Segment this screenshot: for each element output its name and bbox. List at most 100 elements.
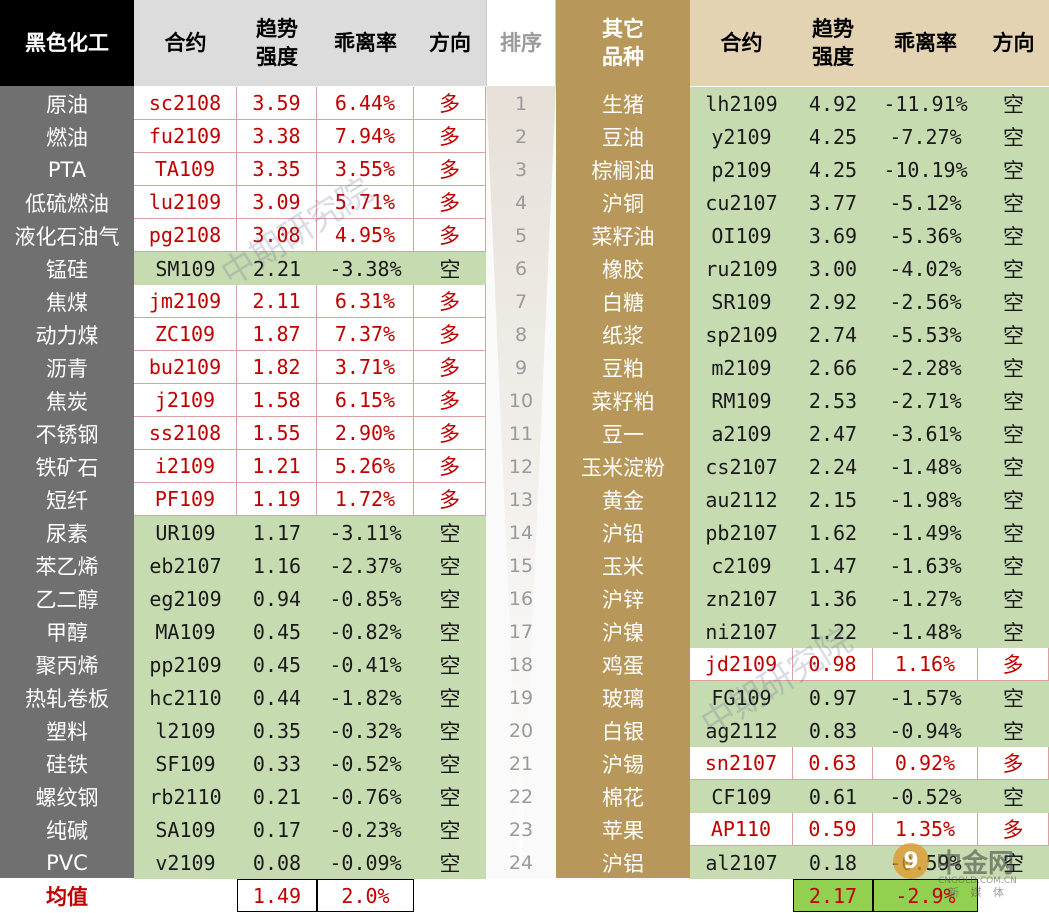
right-contract: ag2112 <box>690 714 793 747</box>
right-category-name: 苹果 <box>602 818 644 843</box>
left-trend: 1.21 <box>237 450 317 483</box>
average-left-trend: 1.49 <box>237 879 317 912</box>
right-direction: 空 <box>978 186 1049 219</box>
left-deviation: 3.71% <box>317 351 414 384</box>
left-trend: 0.35 <box>237 714 317 747</box>
left-direction: 空 <box>414 648 486 681</box>
left-category-name: PTA <box>47 157 87 182</box>
rank-triangle <box>486 86 556 878</box>
left-direction: 多 <box>414 285 486 318</box>
right-deviation: -11.91% <box>873 87 978 120</box>
left-category-name: 动力煤 <box>35 323 99 348</box>
right-trend: 2.15 <box>793 483 873 516</box>
left-deviation: 6.44% <box>317 87 414 120</box>
right-deviation: -2.56% <box>873 285 978 318</box>
right-category-name: 沪铝 <box>602 851 644 876</box>
left-trend: 1.55 <box>237 417 317 450</box>
right-direction: 空 <box>978 285 1049 318</box>
left-contract: SM109 <box>134 252 237 285</box>
left-deviation: -3.38% <box>317 252 414 285</box>
logo-tag: 新 媒 体 <box>948 886 1008 899</box>
rank-number: 9 <box>514 356 528 379</box>
right-contract: ni2107 <box>690 615 793 648</box>
left-direction: 空 <box>414 549 486 582</box>
header-right-category: 其它 品种 <box>556 0 690 86</box>
left-contract: bu2109 <box>134 351 237 384</box>
left-category-name: 不锈钢 <box>35 422 99 447</box>
right-category-name: 鸡蛋 <box>602 653 644 678</box>
left-trend: 0.94 <box>237 582 317 615</box>
rank-number: 23 <box>508 818 534 841</box>
header-left-category: 黑色化工 <box>0 0 134 86</box>
right-deviation: -5.12% <box>873 186 978 219</box>
left-deviation: -0.23% <box>317 813 414 846</box>
left-contract: UR109 <box>134 516 237 549</box>
right-deviation: -1.48% <box>873 615 978 648</box>
right-trend: 0.83 <box>793 714 873 747</box>
right-trend: 2.92 <box>793 285 873 318</box>
right-trend: 2.53 <box>793 384 873 417</box>
right-trend: 2.66 <box>793 351 873 384</box>
right-contract: cu2107 <box>690 186 793 219</box>
left-category-name: 焦煤 <box>46 290 88 315</box>
right-category-name: 沪铜 <box>602 191 644 216</box>
left-deviation: -0.52% <box>317 747 414 780</box>
right-trend: 2.74 <box>793 318 873 351</box>
left-direction: 多 <box>414 417 486 450</box>
left-trend: 3.59 <box>237 87 317 120</box>
left-contract: PF109 <box>134 483 237 516</box>
left-deviation: -0.32% <box>317 714 414 747</box>
right-contract: zn2107 <box>690 582 793 615</box>
left-contract: SF109 <box>134 747 237 780</box>
right-trend: 0.97 <box>793 681 873 714</box>
right-direction: 多 <box>978 747 1049 780</box>
left-contract: pp2109 <box>134 648 237 681</box>
rank-number: 4 <box>514 191 528 214</box>
right-contract: au2112 <box>690 483 793 516</box>
left-contract: eg2109 <box>134 582 237 615</box>
rank-number: 3 <box>514 158 528 181</box>
right-deviation: -10.19% <box>873 153 978 186</box>
left-direction: 多 <box>414 384 486 417</box>
right-deviation: -2.71% <box>873 384 978 417</box>
left-direction: 空 <box>414 846 486 879</box>
right-category-name: 白糖 <box>602 290 644 315</box>
rank-number: 12 <box>508 455 534 478</box>
left-direction: 多 <box>414 186 486 219</box>
right-category-name: 沪铅 <box>602 521 644 546</box>
average-label: 均值 <box>46 884 88 909</box>
left-category-name: 聚丙烯 <box>35 653 99 678</box>
left-direction: 多 <box>414 219 486 252</box>
right-category-name: 棕榈油 <box>591 158 655 183</box>
left-deviation: -0.41% <box>317 648 414 681</box>
right-category-name: 沪镍 <box>602 620 644 645</box>
left-trend: 1.16 <box>237 549 317 582</box>
left-category-name: 液化石油气 <box>14 224 120 249</box>
rank-number: 17 <box>508 620 534 643</box>
left-trend: 3.38 <box>237 120 317 153</box>
right-category-name: 棉花 <box>602 785 644 810</box>
header-contract: 合约 <box>134 0 237 86</box>
left-trend: 0.17 <box>237 813 317 846</box>
left-trend: 1.82 <box>237 351 317 384</box>
right-category-column <box>556 86 690 878</box>
right-deviation: -0.52% <box>873 780 978 813</box>
left-contract: lu2109 <box>134 186 237 219</box>
right-deviation: -5.53% <box>873 318 978 351</box>
left-category-name: 原油 <box>46 92 88 117</box>
left-category-name: 苯乙烯 <box>35 554 99 579</box>
left-trend: 3.09 <box>237 186 317 219</box>
left-contract: eb2107 <box>134 549 237 582</box>
right-direction: 空 <box>978 153 1049 186</box>
right-deviation: -2.28% <box>873 351 978 384</box>
right-direction: 空 <box>978 318 1049 351</box>
right-category-name: 玻璃 <box>602 686 644 711</box>
right-contract: AP110 <box>690 813 793 846</box>
logo-name: 中金网 <box>936 849 1015 879</box>
rank-number: 24 <box>508 851 534 874</box>
left-deviation: -0.09% <box>317 846 414 879</box>
right-category-name: 沪锡 <box>602 752 644 777</box>
right-category-name: 菜籽粕 <box>591 389 655 414</box>
right-deviation: -1.57% <box>873 681 978 714</box>
right-trend: 4.25 <box>793 120 873 153</box>
